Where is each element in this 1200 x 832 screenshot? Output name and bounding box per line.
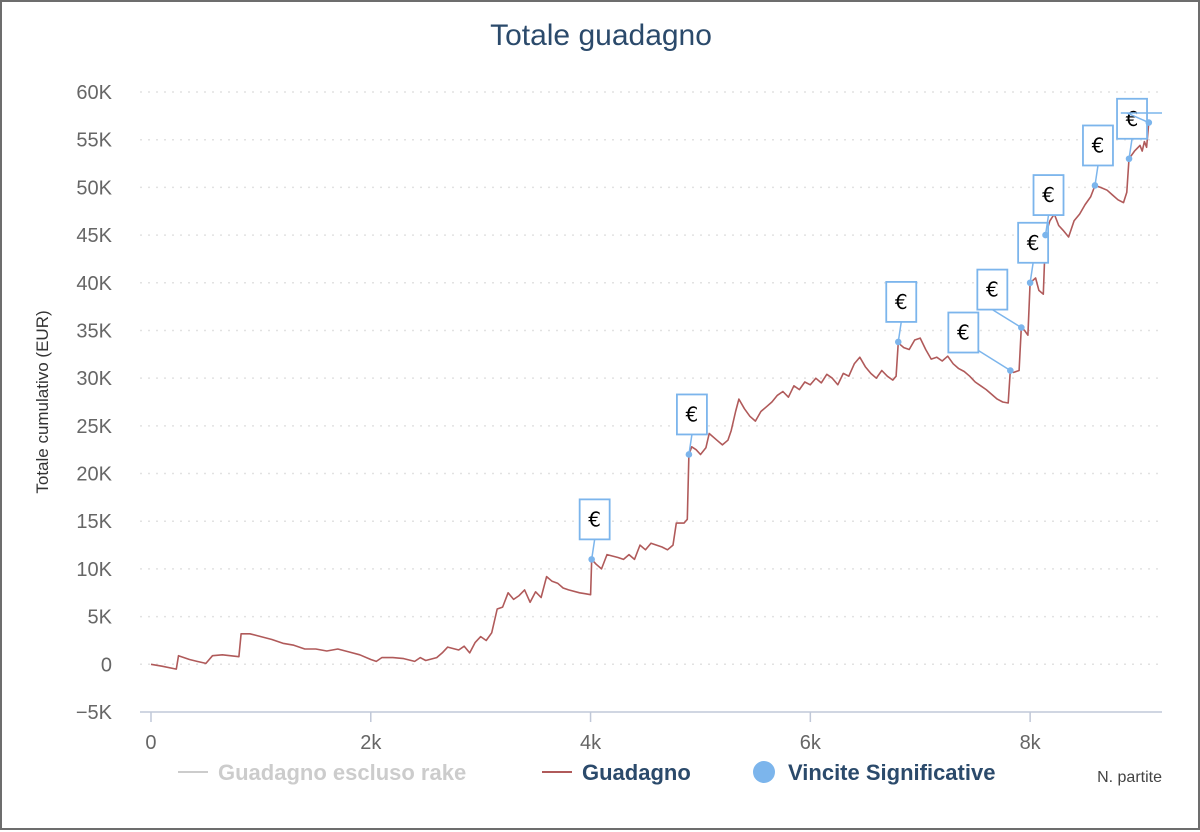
significant-win-marker: [1026, 279, 1034, 287]
x-tick-label: 4k: [580, 732, 602, 754]
significant-win-marker: [1091, 182, 1099, 189]
flag-label: €: [686, 402, 699, 426]
flag-box: [578, 498, 611, 541]
flag-box: [1082, 124, 1114, 167]
y-tick-label: 40K: [76, 273, 112, 295]
flag-label: €: [588, 507, 601, 531]
x-tick-label: 8k: [1020, 732, 1042, 754]
y-tick-label: 10K: [76, 559, 112, 581]
y-tick-label: 30K: [76, 368, 112, 390]
flag-label: €: [895, 290, 908, 314]
y-tick-label: 20K: [76, 464, 112, 486]
flag-label: €: [986, 278, 999, 302]
flag-label: €: [1042, 183, 1055, 207]
y-tick-label: 55K: [76, 130, 112, 152]
flag-label: €: [1092, 133, 1105, 157]
flag-box: [976, 268, 1009, 311]
y-axis-title: Totale cumulativo (EUR): [33, 310, 52, 493]
legend-item-label: Guadagno escluso rake: [218, 760, 466, 785]
flag-label: €: [957, 321, 970, 345]
x-axis-title: N. partite: [1097, 769, 1162, 786]
flag-connector: [991, 308, 1022, 329]
x-tick-label: 0: [145, 732, 156, 754]
flags-layer: €€€€€€€€€: [578, 97, 1162, 563]
y-tick-label: −5K: [76, 702, 113, 724]
grid-layer: [140, 91, 1162, 666]
flag-box: [885, 281, 918, 323]
flag-connector: [1128, 138, 1133, 159]
significant-win-marker: [1018, 324, 1025, 331]
y-tick-label: 60K: [76, 82, 112, 104]
flag-label: €: [1027, 231, 1040, 255]
y-tick-label: 0: [101, 654, 112, 676]
y-tick-label: 45K: [76, 225, 112, 247]
legend-item-label: Guadagno: [582, 760, 691, 785]
flag-connector: [1094, 165, 1099, 186]
flag-box: [947, 311, 980, 354]
series-line-guadagno: [150, 122, 1150, 670]
y-tick-label: 25K: [76, 416, 112, 438]
flag-box: [1032, 174, 1065, 216]
flag-box: [676, 393, 708, 436]
significant-win-marker: [588, 556, 595, 563]
series-layer: [150, 122, 1150, 670]
significant-win-marker: [685, 451, 693, 458]
y-tick-label: 5K: [88, 607, 113, 629]
flag-connector: [688, 434, 693, 455]
axis-layer: −5K 0 5K 10K 15K 20K 25K 30K 35K 40K 45K 50K 55K 60K 0…: [76, 82, 1162, 754]
flag-connector: [590, 539, 596, 560]
flag-box: [1017, 221, 1050, 264]
y-tick-label: 15K: [76, 511, 112, 533]
significant-win-marker: [1007, 367, 1014, 374]
legend: Guadagno escluso rake Guadagno Vincite Sig…: [178, 760, 995, 785]
flag-connector: [1044, 214, 1050, 236]
significant-win-marker: [894, 338, 902, 346]
x-tick-label: 6k: [800, 732, 822, 754]
y-tick-label: 35K: [76, 320, 112, 342]
legend-symbol-circle: [753, 761, 775, 783]
flag-connector: [1126, 112, 1150, 124]
significant-win-marker: [1125, 155, 1133, 163]
legend-item-label: Vincite Significative: [788, 760, 995, 785]
flag-label: €: [1126, 107, 1139, 131]
flag-connector: [977, 349, 1011, 372]
flag-connector: [1029, 262, 1034, 283]
x-tick-label: 2k: [360, 732, 382, 754]
significant-win-marker: [1145, 119, 1153, 126]
chart-title: Totale guadagno: [490, 19, 712, 52]
y-tick-label: 50K: [76, 177, 112, 199]
significant-win-marker: [1042, 231, 1049, 239]
flag-connector: [897, 321, 902, 343]
